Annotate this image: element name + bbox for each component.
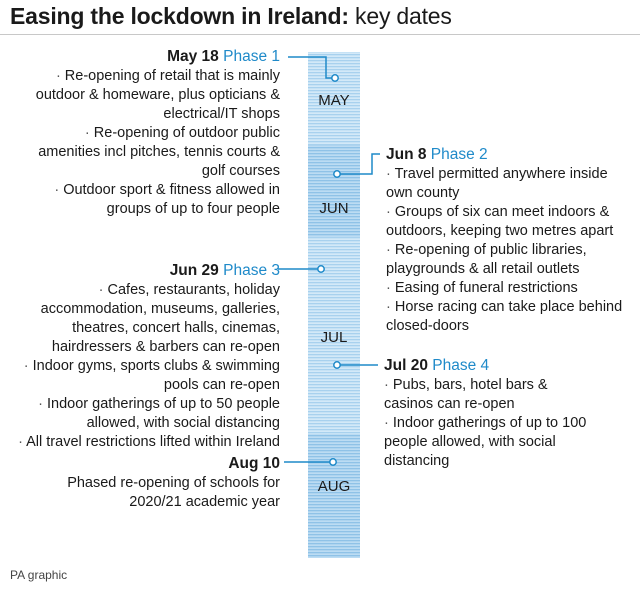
phase2-item: · Re-opening of public libraries, playgr…	[386, 242, 587, 277]
phase2-header: Jun 8 Phase 2	[386, 145, 636, 164]
month-label-aug: AUG	[317, 478, 351, 495]
phase3-marker	[317, 265, 325, 273]
phase4-block: Jul 20 Phase 4 · Pubs, bars, hotel bars …	[384, 356, 594, 471]
aug10-date: Aug 10	[228, 455, 280, 472]
phase4-header: Jul 20 Phase 4	[384, 356, 594, 375]
phase4-date: Jul 20	[384, 357, 428, 374]
phase1-item: · Re-opening of outdoor public amenities…	[38, 125, 280, 179]
phase1-connector	[288, 56, 333, 79]
phase3-name: Phase 3	[223, 262, 280, 279]
title-rest: key dates	[348, 3, 452, 29]
phase3-item: · Indoor gatherings of up to 50 people a…	[38, 396, 280, 431]
phase2-block: Jun 8 Phase 2 · Travel permitted anywher…	[386, 145, 636, 336]
phase2-item: · Travel permitted anywhere inside own c…	[386, 166, 608, 201]
phase1-marker	[331, 74, 339, 82]
phase1-block: May 18 Phase 1 · Re-opening of retail th…	[30, 47, 280, 219]
phase2-item: · Horse racing can take place behind clo…	[386, 299, 623, 334]
phase1-header: May 18 Phase 1	[30, 47, 280, 66]
timeline-band-aug	[308, 434, 360, 558]
phase1-date: May 18	[167, 48, 219, 65]
phase4-marker	[333, 361, 341, 369]
phase1-item: · Re-opening of retail that is mainly ou…	[35, 68, 280, 122]
phase2-marker	[333, 170, 341, 178]
phase2-item: · Easing of funeral restrictions	[386, 280, 578, 296]
source-credit: PA graphic	[10, 568, 68, 582]
phase3-header: Jun 29 Phase 3	[5, 261, 280, 280]
aug10-header: Aug 10	[40, 454, 280, 473]
phase4-name: Phase 4	[432, 357, 490, 374]
phase4-item: · Pubs, bars, hotel bars & casinos can r…	[384, 377, 548, 412]
phase1-item: · Outdoor sport & fitness allowed in gro…	[54, 182, 280, 217]
aug10-marker	[329, 458, 337, 466]
phase3-block: Jun 29 Phase 3 · Cafes, restaurants, hol…	[5, 261, 280, 452]
timeline-band-jun	[308, 145, 360, 237]
phase3-date: Jun 29	[169, 262, 219, 279]
aug10-block: Aug 10 Phased re-opening of schools for …	[40, 454, 280, 512]
timeline-band-may	[308, 52, 360, 145]
timeline-band-jul	[308, 237, 360, 434]
title-divider	[0, 34, 640, 35]
phase4-item: · Indoor gatherings of up to 100 people …	[384, 415, 587, 469]
phase3-item: · Indoor gyms, sports clubs & swimming p…	[23, 358, 280, 393]
month-label-jun: JUN	[319, 200, 349, 217]
phase2-date: Jun 8	[386, 146, 427, 163]
aug10-item: Phased re-opening of schools for 2020/21…	[67, 475, 280, 510]
month-label-may: MAY	[318, 92, 350, 109]
phase2-item: · Groups of six can meet indoors & outdo…	[386, 204, 614, 239]
title-bold: Easing the lockdown in Ireland:	[10, 3, 349, 29]
phase3-item: · Cafes, restaurants, holiday accommodat…	[40, 282, 280, 355]
phase2-connector	[340, 153, 380, 175]
phase2-name: Phase 2	[430, 146, 488, 163]
phase1-name: Phase 1	[223, 48, 280, 65]
page-title: Easing the lockdown in Ireland: key date…	[10, 3, 452, 30]
phase3-item: · All travel restrictions lifted within …	[18, 434, 280, 450]
month-label-jul: JUL	[320, 329, 348, 346]
